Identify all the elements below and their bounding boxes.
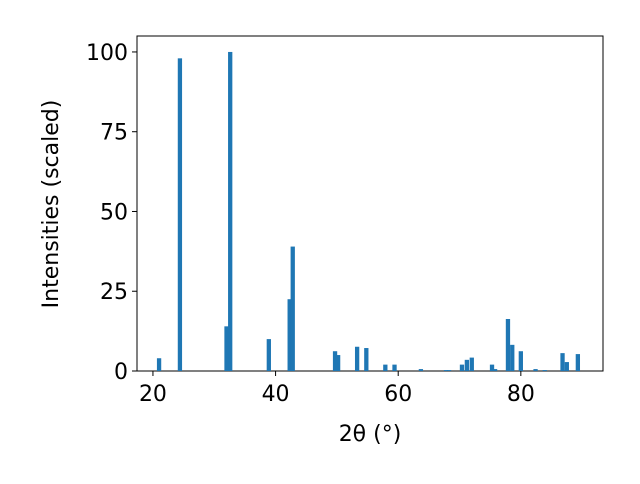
bar <box>156 358 162 371</box>
bar <box>542 370 547 371</box>
y-tick-label: 0 <box>114 360 128 385</box>
y-axis-label: Intensities (scaled) <box>39 100 64 309</box>
bar <box>505 318 511 371</box>
bar <box>510 344 515 371</box>
bar <box>492 369 498 371</box>
bar <box>224 326 229 371</box>
x-axis-label: 2θ (°) <box>339 422 402 447</box>
bar <box>518 351 523 371</box>
bar <box>287 299 292 371</box>
y-tick-label: 75 <box>100 121 128 146</box>
x-tick-label: 60 <box>384 382 412 407</box>
bar <box>443 370 449 371</box>
bar <box>228 51 233 371</box>
x-tick-label: 80 <box>507 382 535 407</box>
bar <box>335 355 341 371</box>
bar <box>364 348 369 371</box>
bar <box>459 364 465 371</box>
bar <box>418 369 424 371</box>
bar <box>469 357 474 371</box>
bar <box>575 354 581 371</box>
bar <box>564 362 569 371</box>
bar <box>489 364 495 371</box>
bar <box>177 58 183 371</box>
x-tick-label: 20 <box>139 382 167 407</box>
y-tick-label: 50 <box>100 200 128 225</box>
x-tick-label: 40 <box>262 382 290 407</box>
bar <box>383 364 388 371</box>
bar <box>392 364 397 371</box>
y-tick-label: 25 <box>100 280 128 305</box>
bar <box>560 353 565 371</box>
bar <box>266 339 271 371</box>
plot-frame <box>136 35 604 372</box>
bar <box>446 370 452 371</box>
bar <box>464 359 470 371</box>
bar <box>332 351 338 371</box>
bar <box>290 246 295 371</box>
y-tick-label: 100 <box>86 41 128 66</box>
bar <box>354 346 360 371</box>
bar <box>533 369 538 371</box>
